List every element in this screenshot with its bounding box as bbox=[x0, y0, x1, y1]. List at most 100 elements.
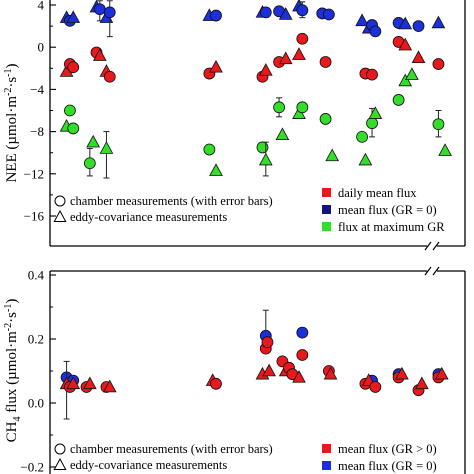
legend-label: chamber measurements (with error bars) bbox=[70, 442, 273, 456]
eddy-covariance-point bbox=[431, 15, 446, 29]
legend-label: chamber measurements (with error bars) bbox=[70, 194, 273, 208]
legend: chamber measurements (with error bars) ed… bbox=[53, 186, 445, 234]
eddy-covariance-point bbox=[325, 148, 340, 162]
legend-label: daily mean flux bbox=[338, 186, 417, 200]
y-axis-label-part: ) bbox=[4, 63, 20, 68]
eddy-covariance-point bbox=[434, 366, 449, 380]
eddy-covariance-point bbox=[86, 134, 101, 148]
y-tick-label: −0.2 bbox=[20, 460, 44, 474]
eddy-covariance-point bbox=[258, 152, 273, 166]
chamber-point bbox=[103, 70, 116, 83]
chamber-point bbox=[319, 56, 332, 68]
chamber-point bbox=[203, 143, 216, 156]
eddy-covariance-point bbox=[398, 73, 413, 87]
y-tick-label: 0.0 bbox=[28, 396, 44, 411]
chamber-point bbox=[356, 130, 368, 143]
chamber-point bbox=[432, 118, 445, 131]
y-tick-label: −8 bbox=[30, 124, 44, 139]
legend-label: mean flux (GR > 0) bbox=[338, 442, 437, 456]
legend-color-swatch bbox=[322, 222, 331, 231]
chamber-point bbox=[319, 113, 332, 125]
y-tick-label: 0.4 bbox=[28, 268, 45, 283]
y-axis-label-part: CH bbox=[4, 421, 20, 442]
chamber-point bbox=[67, 61, 80, 74]
chamber-point bbox=[296, 326, 309, 339]
y-axis-label-part: -1 bbox=[3, 304, 14, 312]
y-tick-label: −12 bbox=[24, 166, 44, 181]
eddy-covariance-point bbox=[438, 143, 452, 156]
y-axis-label-part: ) bbox=[4, 299, 20, 304]
eddy-covariance-point bbox=[292, 47, 306, 60]
eddy-covariance-point bbox=[414, 376, 429, 390]
eddy-covariance-point bbox=[262, 363, 276, 377]
chamber-point bbox=[366, 68, 378, 81]
chamber-point bbox=[412, 20, 425, 33]
legend-color-swatch bbox=[322, 188, 331, 197]
y-tick-label: 0 bbox=[38, 40, 45, 55]
y-axis-label-part: NEE (µmol·m bbox=[4, 96, 20, 183]
eddy-covariance-point bbox=[102, 379, 117, 393]
eddy-covariance-point bbox=[411, 50, 426, 64]
eddy-covariance-point bbox=[355, 13, 369, 27]
eddy-covariance-point bbox=[278, 7, 293, 20]
chamber-point bbox=[296, 32, 309, 45]
chamber-point bbox=[93, 3, 106, 16]
axis-break-mark bbox=[424, 241, 432, 251]
eddy-covariance-point bbox=[323, 366, 338, 380]
eddy-covariance-point bbox=[278, 51, 293, 65]
chamber-point bbox=[83, 157, 96, 170]
eddy-covariance-point bbox=[398, 16, 413, 30]
y-axis-label-part: ·s bbox=[4, 77, 20, 88]
eddy-covariance-point bbox=[395, 366, 409, 380]
chamber-point bbox=[296, 101, 309, 114]
y-tick-label: −4 bbox=[30, 82, 44, 97]
eddy-covariance-point bbox=[275, 127, 290, 141]
axis-break-gap bbox=[427, 267, 437, 275]
eddy-covariance-point bbox=[66, 10, 81, 23]
nee-panel: 4 0 −4 −8 −12 −16 NEE (µmol·m-2·s-1) chamber me… bbox=[3, 0, 466, 251]
eddy-covariance-point bbox=[292, 370, 306, 383]
legend-label: eddy-covariance measurements bbox=[70, 210, 227, 224]
axis-break-gap bbox=[427, 242, 437, 250]
eddy-covariance-point bbox=[209, 59, 223, 73]
eddy-covariance-point bbox=[99, 141, 114, 154]
legend-label: eddy-covariance measurements bbox=[70, 458, 227, 472]
chamber-point bbox=[259, 6, 272, 19]
chamber-point bbox=[392, 94, 405, 106]
legend-circle-symbol bbox=[54, 443, 66, 455]
eddy-covariance-point bbox=[82, 376, 97, 390]
eddy-covariance-point bbox=[368, 106, 383, 119]
chamber-point bbox=[273, 101, 285, 114]
chamber-point bbox=[256, 141, 269, 154]
eddy-covariance-point bbox=[398, 37, 413, 51]
legend-triangle-symbol bbox=[53, 209, 67, 222]
legend: chamber measurements (with error bars) ed… bbox=[53, 442, 437, 473]
legend-label: flux at maximum GR bbox=[338, 220, 445, 234]
chamber-point bbox=[296, 349, 309, 361]
y-tick-label: −16 bbox=[24, 209, 45, 224]
data-points bbox=[59, 0, 452, 179]
eddy-covariance-point bbox=[92, 48, 107, 61]
y-axis-label: CH4 flux (µmol·m-2·s-1) bbox=[3, 299, 23, 443]
y-axis-label-part: flux (µmol·m bbox=[4, 331, 20, 417]
eddy-covariance-point bbox=[405, 67, 419, 80]
chamber-point bbox=[322, 8, 335, 21]
chamber-point bbox=[369, 25, 382, 38]
axis-break-mark bbox=[424, 266, 432, 276]
chamber-point bbox=[261, 336, 274, 349]
legend-circle-symbol bbox=[54, 195, 66, 207]
y-axis-label-part: -2 bbox=[3, 323, 14, 331]
axis-break-mark bbox=[432, 241, 440, 251]
chamber-point bbox=[103, 6, 116, 19]
chamber-point bbox=[210, 377, 222, 390]
chamber-point bbox=[64, 104, 76, 117]
y-tick-label: 4 bbox=[38, 0, 45, 13]
legend-color-swatch bbox=[322, 444, 331, 453]
eddy-covariance-point bbox=[66, 376, 81, 390]
chamber-point bbox=[432, 58, 445, 70]
eddy-covariance-point bbox=[209, 163, 223, 176]
legend-label: mean flux (GR = 0) bbox=[338, 203, 437, 217]
legend-label: mean flux (GR = 0) bbox=[338, 459, 437, 473]
data-points bbox=[59, 309, 449, 420]
